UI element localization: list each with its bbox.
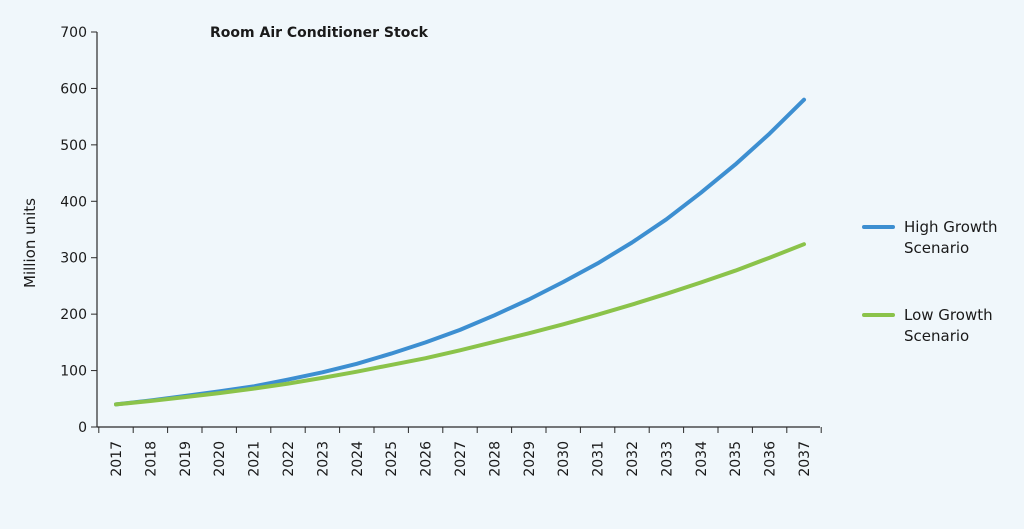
x-tick-label: 2024	[350, 441, 366, 477]
y-tick-label: 100	[60, 364, 87, 380]
x-tick-label: 2023	[315, 441, 331, 477]
x-tick-label: 2028	[487, 441, 503, 477]
y-tick-label: 400	[60, 194, 87, 210]
y-tick-label: 300	[60, 251, 87, 267]
y-tick-label: 600	[60, 81, 87, 97]
axes: 0 100 200 300 400 500 600 700 2017 2018 2019 2020 20…	[60, 25, 822, 477]
series-group	[114, 97, 806, 407]
legend-label: High Growth Scenario	[904, 218, 998, 257]
x-tick-label: 2033	[659, 441, 675, 477]
x-tick-label: 2037	[797, 441, 813, 477]
y-tick-label: 200	[60, 307, 87, 323]
x-tick-label: 2030	[556, 441, 572, 477]
legend-label: Low Growth Scenario	[904, 306, 993, 345]
x-tick-label: 2025	[384, 441, 400, 477]
series-line-high-growth	[114, 97, 806, 407]
y-axis-label: Million units	[21, 198, 39, 288]
x-tick-label: 2026	[419, 441, 435, 477]
x-tick-label: 2034	[694, 441, 710, 477]
x-tick-label: 2020	[212, 441, 228, 477]
y-tick-label: 500	[60, 138, 87, 154]
x-tick-label: 2021	[247, 441, 263, 477]
legend: High Growth Scenario Low Growth Scenario	[862, 218, 998, 345]
y-tick-label: 700	[60, 25, 87, 41]
y-tick-label: 0	[78, 420, 87, 436]
x-tick-label: 2029	[522, 441, 538, 477]
x-tick-label: 2027	[453, 441, 469, 477]
x-tick-label: 2036	[763, 441, 779, 477]
x-tick-label: 2022	[281, 441, 297, 477]
x-tick-label: 2018	[143, 441, 159, 477]
x-tick-label: 2032	[625, 441, 641, 477]
x-tick-label: 2035	[728, 441, 744, 477]
x-tick-label: 2017	[109, 441, 125, 477]
x-tick-label: 2031	[591, 441, 607, 477]
series-line-low-growth	[114, 242, 806, 407]
chart-title: Room Air Conditioner Stock	[210, 25, 429, 41]
x-tick-label: 2019	[178, 441, 194, 477]
